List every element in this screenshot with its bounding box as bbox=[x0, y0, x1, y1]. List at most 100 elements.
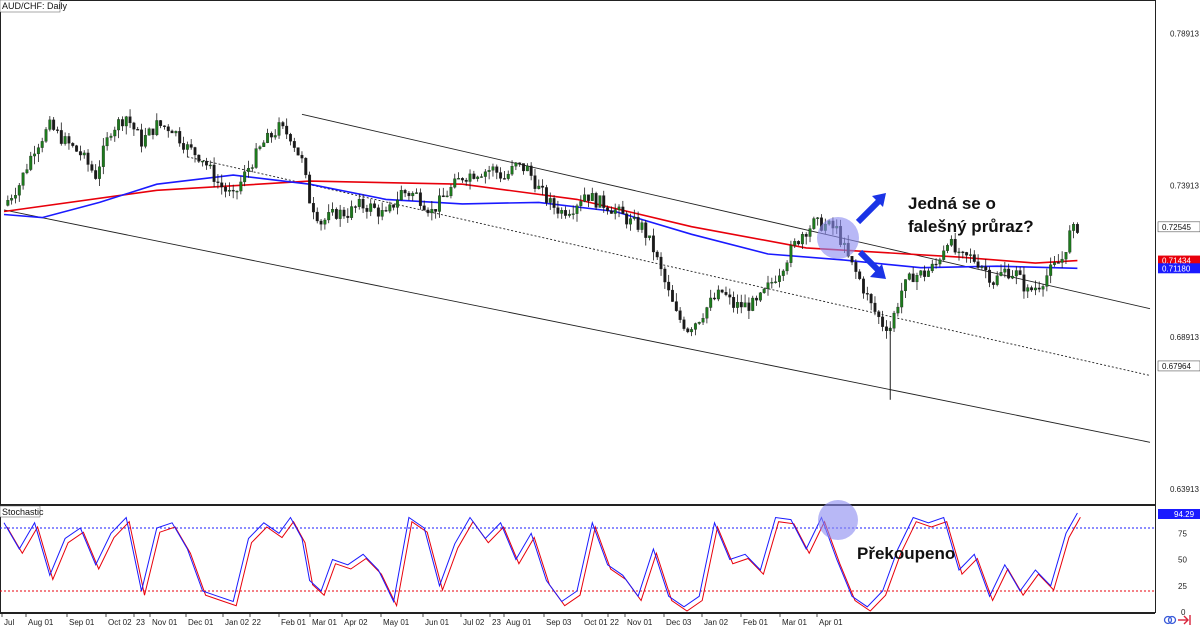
candle-body bbox=[120, 119, 124, 127]
candle-body bbox=[900, 290, 904, 308]
annotation-question-line-2: falešný průraz? bbox=[908, 217, 1034, 236]
candle-body bbox=[1045, 275, 1049, 287]
candle-body bbox=[178, 131, 182, 144]
candle-body bbox=[1014, 270, 1018, 277]
price-tick-label: 0.78913 bbox=[1170, 29, 1199, 38]
candle-body bbox=[36, 147, 40, 155]
time-tick-label: Mar 01 bbox=[782, 618, 807, 627]
candle-body bbox=[418, 192, 422, 206]
candle-body bbox=[266, 132, 270, 143]
candle-body bbox=[373, 203, 376, 208]
candle-body bbox=[1022, 274, 1026, 292]
candle-body bbox=[315, 211, 319, 222]
time-tick-label: Jul bbox=[4, 618, 14, 627]
candle-body bbox=[426, 209, 430, 214]
candle-body bbox=[75, 145, 79, 152]
candle-body bbox=[632, 217, 636, 219]
time-tick-label: Oct 01 bbox=[584, 618, 608, 627]
candle-body bbox=[1053, 262, 1056, 265]
candle-body bbox=[720, 289, 724, 293]
scroll-to-end-icon[interactable] bbox=[1178, 615, 1191, 625]
time-tick-label: Jan 02 bbox=[704, 618, 729, 627]
stochastic-tick-label: 0 bbox=[1181, 608, 1186, 617]
candle-body bbox=[1037, 287, 1041, 290]
sync-icon[interactable] bbox=[1163, 615, 1177, 625]
candle-body bbox=[953, 238, 957, 253]
candle-body bbox=[434, 209, 438, 212]
candle-body bbox=[438, 195, 441, 212]
candle-body bbox=[147, 128, 151, 136]
candle-body bbox=[277, 122, 281, 136]
candle-body bbox=[609, 210, 613, 214]
stochastic-lines bbox=[0, 512, 1155, 612]
candle-body bbox=[63, 136, 67, 144]
candle-body bbox=[697, 322, 701, 324]
candle-body bbox=[548, 198, 552, 203]
candle-body bbox=[896, 306, 900, 314]
candle-body bbox=[617, 206, 621, 210]
overbought-highlight-circle bbox=[818, 500, 858, 540]
candle-body bbox=[778, 275, 781, 282]
candle-body bbox=[850, 256, 854, 263]
candle-body bbox=[789, 245, 793, 263]
candle-body bbox=[52, 119, 56, 130]
candle-body bbox=[800, 234, 804, 245]
candle-body bbox=[758, 292, 762, 301]
candle-body bbox=[334, 209, 338, 219]
candle-body bbox=[29, 155, 33, 170]
time-tick-label: 22 bbox=[610, 618, 619, 627]
candle-body bbox=[762, 288, 766, 293]
candle-body bbox=[369, 203, 373, 212]
candle-body bbox=[235, 190, 239, 193]
up-arrow-icon bbox=[855, 193, 886, 225]
blue-moving-average bbox=[3, 174, 1078, 270]
candle-body bbox=[350, 206, 354, 218]
time-tick-label: Sep 01 bbox=[69, 618, 95, 627]
candle-body bbox=[686, 328, 690, 333]
candle-body bbox=[296, 147, 300, 156]
time-axis: Jul Aug 01 Sep 01 Oct 02 23 Nov 01 Dec 01 Jan 0… bbox=[1, 613, 843, 627]
candle-body bbox=[224, 186, 228, 192]
candle-body bbox=[101, 145, 105, 167]
candle-body bbox=[976, 261, 980, 268]
chart-title-box bbox=[0, 0, 61, 13]
candle-body bbox=[671, 289, 674, 302]
candle-body bbox=[747, 302, 751, 311]
candle-body bbox=[460, 178, 464, 181]
candle-body bbox=[117, 119, 121, 131]
stochastic-tick-label: 25 bbox=[1178, 582, 1187, 591]
candle-body bbox=[529, 165, 533, 176]
candle-body bbox=[281, 122, 285, 127]
candle-body bbox=[770, 282, 774, 284]
candle-body bbox=[522, 163, 525, 172]
candle-body bbox=[854, 262, 858, 272]
candle-body bbox=[311, 202, 315, 213]
candle-body bbox=[308, 174, 312, 204]
candle-body bbox=[155, 120, 159, 136]
candle-body bbox=[755, 297, 758, 301]
time-tick-label: Sep 03 bbox=[546, 618, 572, 627]
time-tick-label: 22 bbox=[252, 618, 261, 627]
candle-body bbox=[560, 210, 564, 214]
svg-text:0.71180: 0.71180 bbox=[1162, 264, 1191, 273]
candle-body bbox=[285, 125, 289, 135]
candle-body bbox=[541, 185, 545, 188]
time-tick-label: Dec 01 bbox=[188, 618, 214, 627]
candle-body bbox=[1033, 287, 1037, 291]
candle-body bbox=[793, 241, 797, 246]
candle-body bbox=[304, 157, 308, 176]
candle-body bbox=[644, 222, 648, 238]
candle-body bbox=[682, 319, 686, 329]
candle-body bbox=[247, 168, 250, 172]
candle-body bbox=[44, 129, 48, 142]
stochastic-tick-label: 75 bbox=[1178, 529, 1187, 538]
candle-body bbox=[273, 135, 277, 138]
candle-body bbox=[21, 172, 25, 186]
candle-body bbox=[693, 323, 697, 330]
candle-body bbox=[651, 235, 655, 253]
candle-body bbox=[946, 245, 949, 251]
candle-body bbox=[1011, 275, 1014, 279]
candle-body bbox=[205, 160, 208, 166]
candle-body bbox=[571, 213, 575, 215]
candle-body bbox=[499, 172, 503, 179]
